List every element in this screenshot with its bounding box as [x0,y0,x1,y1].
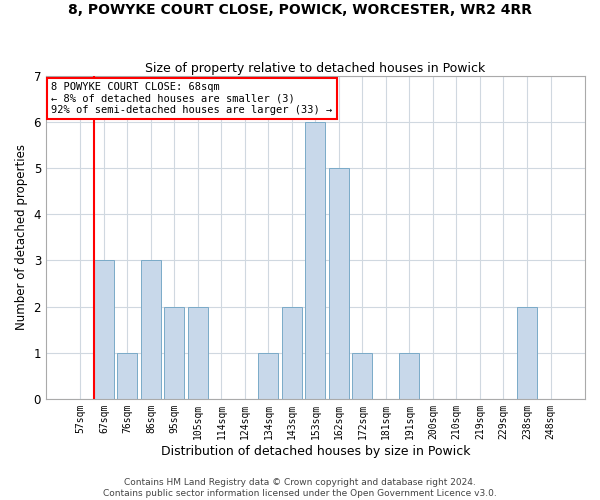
X-axis label: Distribution of detached houses by size in Powick: Distribution of detached houses by size … [161,444,470,458]
Bar [517,306,537,399]
Bar [400,352,419,399]
Bar [94,260,114,399]
Bar [164,306,184,399]
Y-axis label: Number of detached properties: Number of detached properties [15,144,28,330]
Bar [352,352,373,399]
Bar [141,260,161,399]
Title: Size of property relative to detached houses in Powick: Size of property relative to detached ho… [145,62,485,74]
Bar [329,168,349,399]
Bar [118,352,137,399]
Bar [188,306,208,399]
Text: 8 POWYKE COURT CLOSE: 68sqm
← 8% of detached houses are smaller (3)
92% of semi-: 8 POWYKE COURT CLOSE: 68sqm ← 8% of deta… [52,82,332,116]
Bar [259,352,278,399]
Bar [305,122,325,399]
Bar [282,306,302,399]
Text: 8, POWYKE COURT CLOSE, POWICK, WORCESTER, WR2 4RR: 8, POWYKE COURT CLOSE, POWICK, WORCESTER… [68,2,532,16]
Text: Contains HM Land Registry data © Crown copyright and database right 2024.
Contai: Contains HM Land Registry data © Crown c… [103,478,497,498]
